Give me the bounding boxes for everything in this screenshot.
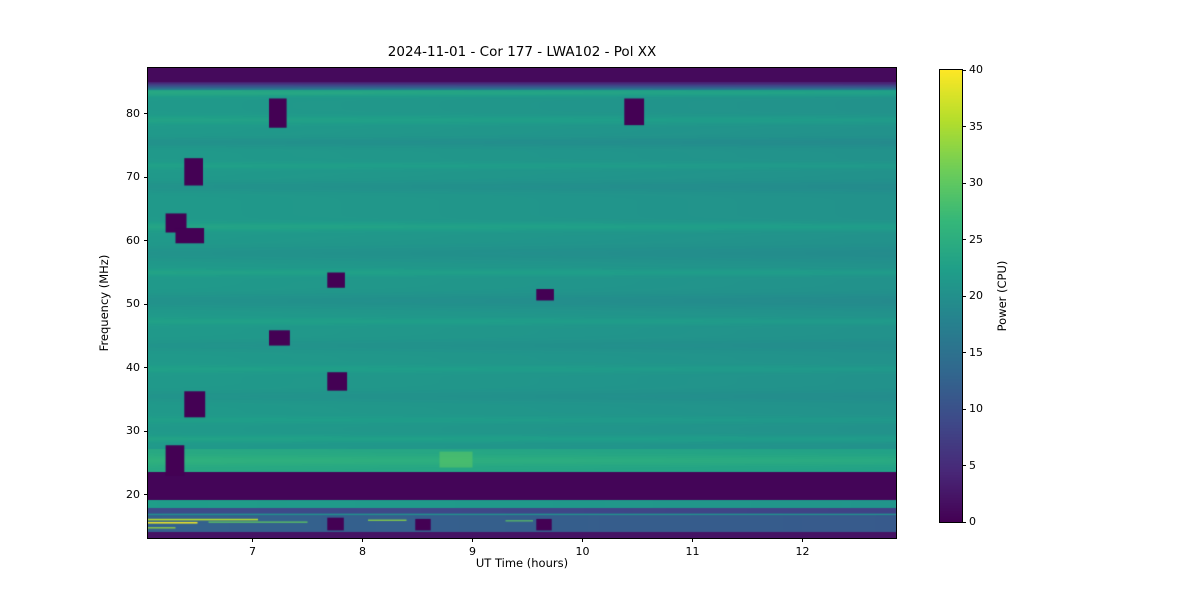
colorbar	[939, 69, 963, 523]
colorbar-tick-mark	[962, 126, 966, 127]
x-tick-mark	[472, 538, 473, 542]
colorbar-tick-mark	[962, 521, 966, 523]
x-tick-mark	[692, 538, 693, 542]
colorbar-canvas	[940, 70, 962, 522]
y-tick-label: 60	[126, 233, 140, 247]
colorbar-tick-mark	[962, 69, 966, 71]
x-tick-label: 12	[795, 545, 810, 558]
colorbar-tick-mark	[962, 352, 966, 353]
colorbar-tick-label: 5	[969, 458, 976, 472]
colorbar-tick-label: 15	[969, 345, 983, 359]
y-tick-mark	[144, 430, 148, 432]
colorbar-tick-label: 40	[969, 63, 983, 76]
x-tick-label: 9	[469, 545, 476, 558]
y-tick-mark	[144, 113, 148, 115]
y-tick-label: 80	[126, 106, 140, 120]
colorbar-tick-mark	[962, 408, 966, 410]
x-tick-mark	[252, 538, 253, 542]
colorbar-tick-mark	[962, 182, 966, 184]
colorbar-tick-label: 0	[969, 515, 976, 528]
spectrogram-canvas	[148, 68, 896, 538]
y-tick-label: 20	[126, 487, 140, 501]
y-tick-mark	[144, 494, 148, 496]
x-tick-label: 8	[359, 545, 366, 558]
y-tick-label: 30	[126, 424, 140, 438]
y-tick-mark	[144, 240, 148, 242]
colorbar-tick-label: 35	[969, 119, 983, 133]
x-tick-mark	[362, 538, 363, 542]
y-tick-mark	[144, 303, 148, 305]
colorbar-tick-label: 10	[969, 402, 983, 415]
colorbar-label: Power (CPU)	[995, 260, 1009, 332]
chart-title: 2024-11-01 - Cor 177 - LWA102 - Pol XX	[387, 44, 657, 60]
colorbar-tick-mark	[962, 239, 966, 240]
colorbar-tick-label: 25	[969, 232, 983, 246]
x-axis-label: UT Time (hours)	[475, 556, 569, 570]
colorbar-tick-mark	[962, 465, 966, 466]
x-tick-mark	[802, 538, 803, 542]
x-tick-label: 10	[575, 545, 590, 558]
colorbar-tick-mark	[962, 295, 966, 297]
y-tick-mark	[144, 176, 148, 178]
y-tick-label: 40	[126, 360, 140, 374]
y-tick-label: 70	[126, 170, 140, 184]
y-tick-mark	[144, 367, 148, 369]
y-tick-label: 50	[126, 297, 140, 311]
x-tick-label: 7	[249, 545, 256, 558]
x-tick-label: 11	[685, 545, 700, 558]
x-tick-mark	[582, 538, 583, 542]
plot-area	[147, 67, 897, 539]
colorbar-tick-label: 20	[969, 289, 983, 302]
colorbar-tick-label: 30	[969, 176, 983, 189]
